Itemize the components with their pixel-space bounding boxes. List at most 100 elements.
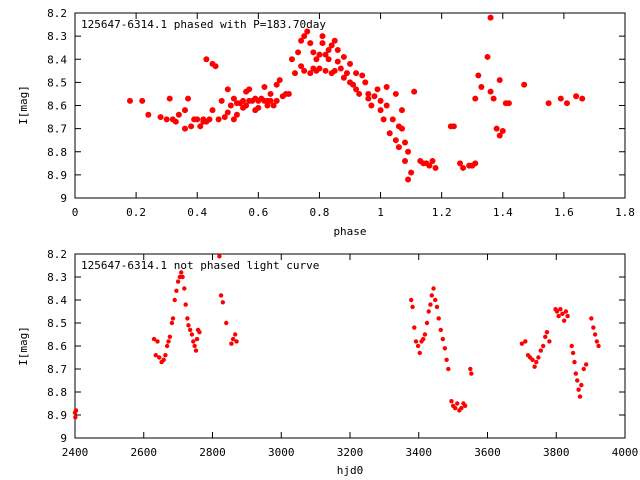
y-axis-label: I[mag] (17, 326, 30, 366)
data-point (371, 93, 378, 100)
data-point (417, 350, 422, 356)
data-point (343, 70, 350, 77)
data-point (563, 309, 569, 314)
data-point (392, 137, 399, 144)
data-point (264, 102, 271, 109)
data-point (270, 102, 277, 109)
data-point (547, 339, 552, 344)
data-point (413, 339, 419, 344)
data-point (331, 37, 338, 44)
y-tick-label: 8.5 (47, 317, 67, 330)
data-point (530, 357, 535, 362)
data-point (411, 88, 418, 95)
data-point (215, 116, 222, 123)
x-tick-label: 2400 (62, 446, 89, 459)
x-tick-label: 0.8 (310, 206, 330, 219)
data-point (398, 107, 405, 114)
y-ticks: 8.2 8.3 8.4 8.5 8.6 8.7 8.8 8.9 9 (47, 248, 625, 445)
y-tick-label: 9 (60, 432, 67, 445)
data-point (331, 67, 338, 74)
data-point (544, 330, 550, 335)
data-point (151, 336, 157, 342)
data-point (307, 70, 314, 77)
data-point (206, 116, 213, 123)
data-point (556, 313, 561, 319)
y-tick-label: 8.2 (47, 7, 67, 20)
data-point (246, 86, 253, 93)
data-point (319, 40, 326, 47)
data-point (408, 297, 414, 303)
data-point (408, 169, 415, 176)
data-point (155, 339, 160, 344)
data-point (415, 343, 421, 349)
data-point (224, 320, 229, 326)
data-point (273, 97, 280, 104)
data-points (72, 254, 601, 420)
data-point (285, 90, 292, 97)
data-point (183, 302, 188, 307)
data-point (347, 60, 353, 67)
data-point (182, 286, 187, 291)
x-ticks: 2400 2600 2800 3000 3200 3400 3600 3800 4000 (62, 254, 638, 459)
data-point (565, 313, 570, 319)
data-point (310, 49, 317, 56)
data-point (127, 97, 133, 104)
data-point (267, 90, 274, 97)
data-point (186, 323, 191, 328)
data-point (192, 343, 197, 349)
data-point (457, 160, 463, 167)
data-point (444, 357, 449, 362)
data-point (594, 339, 600, 344)
data-point (532, 364, 537, 369)
data-point (73, 415, 78, 420)
data-point (170, 316, 176, 321)
data-point (163, 116, 170, 123)
data-point (172, 118, 179, 125)
data-point (362, 79, 369, 86)
y-tick-label: 8.4 (47, 294, 67, 307)
data-point (298, 37, 305, 44)
data-point (230, 95, 237, 102)
data-point (187, 327, 193, 333)
data-point (325, 56, 332, 63)
y-tick-label: 8.3 (47, 271, 67, 284)
data-point (455, 401, 460, 406)
data-point (175, 279, 181, 284)
data-point (212, 63, 219, 70)
data-point (276, 77, 283, 84)
data-point (374, 86, 381, 93)
data-point (449, 399, 454, 404)
y-tick-label: 8.8 (47, 146, 67, 159)
data-point (334, 47, 341, 53)
data-point (496, 77, 503, 84)
x-tick-label: 1 (377, 206, 384, 219)
data-point (487, 88, 494, 95)
data-point (493, 125, 500, 132)
data-point (325, 47, 332, 53)
data-point (301, 33, 308, 40)
data-point (328, 42, 335, 49)
data-point (569, 343, 574, 349)
x-tick-label: 0.6 (248, 206, 268, 219)
x-tick-label: 3000 (268, 446, 295, 459)
data-point (188, 123, 195, 130)
data-point (298, 63, 305, 70)
y-tick-label: 8.7 (47, 123, 67, 136)
data-point (157, 114, 164, 121)
data-point (428, 302, 433, 307)
phased-light-curve-panel: 8.2 8.3 8.4 8.5 8.6 8.7 8.8 8.9 9 0 0.2 0.4 0.6 0.8 1… (17, 7, 635, 238)
data-point (478, 84, 485, 90)
data-point (554, 309, 560, 314)
data-point (421, 336, 426, 342)
x-tick-label: 1.8 (615, 206, 635, 219)
y-tick-label: 8.5 (47, 76, 67, 89)
data-point (592, 332, 598, 337)
x-tick-label: 0 (72, 206, 79, 219)
data-point (353, 70, 360, 77)
data-point (570, 350, 576, 356)
data-point (164, 343, 170, 349)
data-point (243, 102, 250, 109)
y-tick-label: 8.6 (47, 100, 67, 113)
data-point (377, 97, 384, 104)
data-point (402, 158, 408, 164)
